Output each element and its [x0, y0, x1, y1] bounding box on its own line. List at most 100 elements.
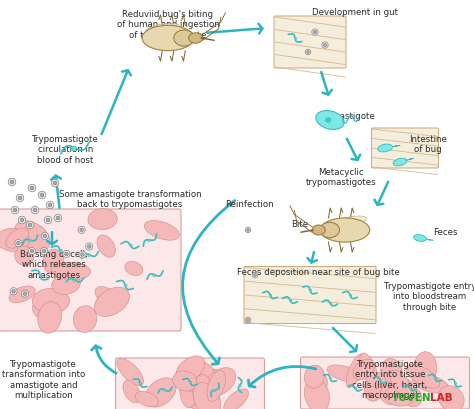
Circle shape [28, 223, 32, 227]
Ellipse shape [95, 287, 121, 308]
Ellipse shape [142, 25, 194, 51]
Text: Development in gut: Development in gut [312, 8, 398, 17]
Ellipse shape [353, 360, 374, 380]
Ellipse shape [124, 284, 127, 287]
Text: Intestine
of bug: Intestine of bug [409, 135, 447, 155]
Ellipse shape [6, 228, 29, 248]
Circle shape [53, 181, 57, 185]
Ellipse shape [390, 378, 414, 402]
Ellipse shape [329, 302, 332, 304]
Circle shape [40, 247, 48, 255]
Ellipse shape [378, 144, 392, 152]
Circle shape [254, 274, 256, 276]
Ellipse shape [294, 37, 297, 39]
Ellipse shape [52, 274, 80, 294]
Ellipse shape [193, 382, 221, 409]
Circle shape [86, 243, 93, 250]
Circle shape [245, 227, 251, 233]
Ellipse shape [390, 370, 412, 397]
Ellipse shape [97, 235, 115, 257]
Ellipse shape [414, 352, 437, 384]
Ellipse shape [173, 371, 197, 391]
Text: Bursting of cell,
which releases
amastigotes: Bursting of cell, which releases amastig… [20, 250, 88, 280]
Ellipse shape [129, 244, 132, 246]
Ellipse shape [409, 387, 412, 389]
Text: Feces: Feces [433, 228, 457, 237]
Ellipse shape [177, 366, 198, 392]
Ellipse shape [269, 294, 272, 296]
Text: Reinfection: Reinfection [225, 200, 273, 209]
Text: Some amastigote transformation
back to trypomastigotes: Some amastigote transformation back to t… [59, 190, 201, 209]
Circle shape [64, 252, 68, 256]
Circle shape [26, 221, 34, 229]
Ellipse shape [117, 358, 144, 385]
Circle shape [8, 178, 16, 186]
Circle shape [81, 253, 84, 256]
Ellipse shape [59, 249, 62, 252]
Circle shape [78, 226, 85, 234]
FancyBboxPatch shape [372, 128, 438, 168]
Ellipse shape [189, 33, 202, 43]
Ellipse shape [239, 384, 241, 387]
Circle shape [305, 49, 311, 55]
Circle shape [13, 208, 17, 212]
Ellipse shape [380, 382, 404, 405]
Ellipse shape [403, 388, 422, 407]
Circle shape [40, 193, 44, 197]
Ellipse shape [201, 369, 228, 393]
Text: Trypomastigote
circulation in
blood of host: Trypomastigote circulation in blood of h… [32, 135, 99, 165]
Circle shape [18, 216, 26, 224]
Ellipse shape [9, 286, 35, 303]
Text: Epimastigote: Epimastigote [318, 112, 375, 121]
Circle shape [80, 228, 83, 231]
Ellipse shape [176, 356, 205, 383]
Ellipse shape [52, 263, 91, 280]
Ellipse shape [0, 228, 29, 252]
Ellipse shape [326, 118, 331, 122]
Circle shape [312, 29, 318, 35]
Ellipse shape [214, 389, 216, 392]
Circle shape [63, 250, 70, 258]
FancyBboxPatch shape [0, 209, 181, 331]
Ellipse shape [319, 222, 339, 238]
Ellipse shape [393, 158, 407, 166]
Text: Bite: Bite [292, 220, 309, 229]
Text: Trypomastigote entry
into bloodstream
through bite: Trypomastigote entry into bloodstream th… [384, 282, 474, 312]
Circle shape [246, 319, 249, 321]
Ellipse shape [329, 377, 332, 379]
Circle shape [12, 290, 15, 293]
Ellipse shape [144, 220, 180, 240]
Ellipse shape [174, 30, 194, 46]
Ellipse shape [385, 386, 414, 406]
Ellipse shape [180, 371, 198, 408]
Ellipse shape [145, 378, 176, 407]
Ellipse shape [334, 216, 367, 227]
Ellipse shape [153, 274, 156, 276]
Circle shape [322, 42, 328, 48]
Circle shape [21, 290, 29, 297]
Ellipse shape [207, 371, 225, 402]
Text: Feces deposition near site of bug bite: Feces deposition near site of bug bite [237, 268, 400, 277]
Circle shape [323, 43, 327, 47]
Circle shape [11, 206, 19, 214]
Circle shape [10, 288, 17, 295]
Ellipse shape [304, 378, 329, 409]
Ellipse shape [196, 376, 217, 398]
Circle shape [44, 216, 52, 224]
Circle shape [51, 179, 59, 187]
Circle shape [18, 196, 22, 200]
Ellipse shape [346, 354, 365, 388]
Ellipse shape [193, 375, 211, 407]
Ellipse shape [381, 359, 402, 384]
Ellipse shape [88, 254, 91, 256]
Ellipse shape [224, 389, 248, 409]
Ellipse shape [43, 249, 64, 273]
Ellipse shape [316, 110, 344, 130]
Circle shape [15, 240, 22, 247]
Text: TUVEN: TUVEN [392, 393, 432, 403]
Circle shape [23, 292, 27, 295]
Circle shape [43, 234, 46, 238]
Circle shape [307, 51, 310, 54]
Circle shape [20, 218, 24, 222]
Ellipse shape [73, 306, 97, 333]
